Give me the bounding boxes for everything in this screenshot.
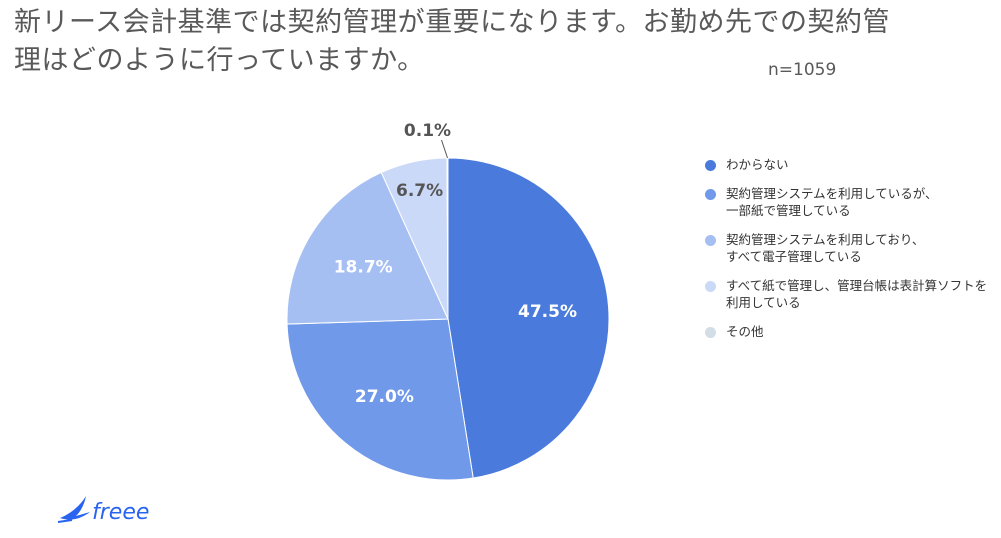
legend-swatch-4 xyxy=(705,327,716,338)
chart-legend: わからない契約管理システムを利用しているが、 一部紙で管理している 契約管理システ… xyxy=(705,156,995,352)
slice-label-3: 6.7% xyxy=(396,181,443,201)
legend-label-4: その他 xyxy=(726,324,764,339)
pie-slice-2 xyxy=(286,171,449,325)
legend-label-2: 契約管理システムを利用しており、 すべて電子管理している xyxy=(726,232,925,264)
leader-line-4 xyxy=(441,139,448,159)
logo-text: freee xyxy=(92,500,149,525)
chart-title: 新リース会計基準では契約管理が重要になります。お勤め先での契約管理はどのように行… xyxy=(14,7,890,76)
legend-label-1: 契約管理システムを利用しているが、 一部紙で管理している xyxy=(726,186,938,218)
legend-item-0: わからない xyxy=(705,156,995,173)
sample-size: n=1059 xyxy=(768,60,837,80)
legend-item-3: すべて紙で管理し、管理台帳は表計算ソフトを 利用している xyxy=(705,277,995,311)
slice-label-2: 18.7% xyxy=(334,257,393,277)
legend-item-2: 契約管理システムを利用しており、 すべて電子管理している xyxy=(705,231,995,265)
legend-item-1: 契約管理システムを利用しているが、 一部紙で管理している xyxy=(705,185,995,219)
pie-slice-1 xyxy=(286,318,474,481)
slice-label-0: 47.5% xyxy=(518,302,577,322)
freee-logo: freee xyxy=(56,492,176,532)
slice-label-1: 27.0% xyxy=(355,387,414,407)
legend-swatch-0 xyxy=(705,160,716,171)
legend-swatch-3 xyxy=(705,281,716,292)
slice-label-4: 0.1% xyxy=(404,121,451,141)
bird-icon xyxy=(60,496,90,520)
legend-item-4: その他 xyxy=(705,323,995,340)
legend-label-3: すべて紙で管理し、管理台帳は表計算ソフトを 利用している xyxy=(726,278,988,310)
legend-label-0: わからない xyxy=(726,157,789,172)
legend-swatch-2 xyxy=(705,235,716,246)
legend-swatch-1 xyxy=(705,189,716,200)
pie-slice-0 xyxy=(447,157,610,479)
